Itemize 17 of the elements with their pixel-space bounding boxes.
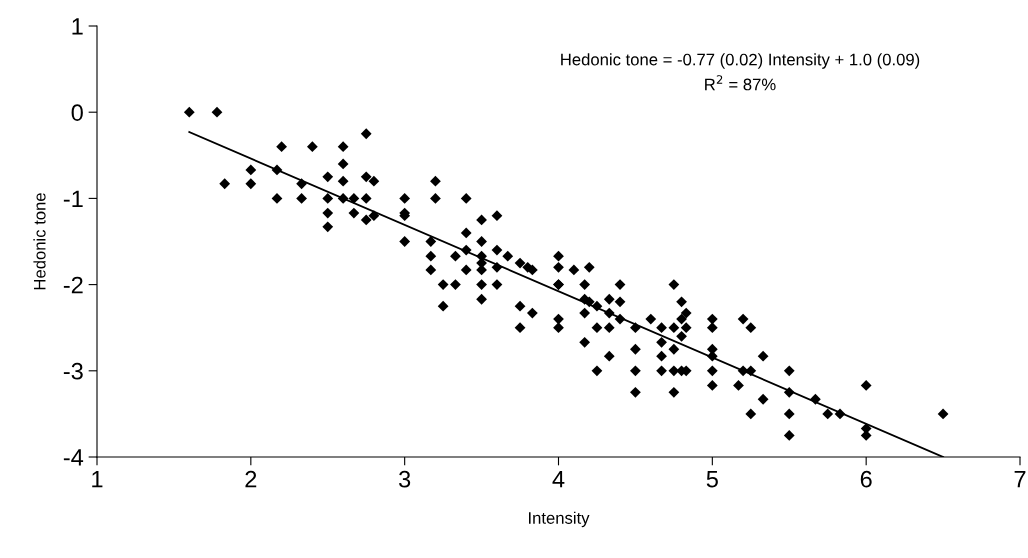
annotation: Hedonic tone = -0.77 (0.02) Intensity + 1.0 (0.09) — [561, 53, 920, 69]
y-tick-label: -2 — [63, 276, 83, 294]
x-axis-title: Intensity — [529, 511, 590, 528]
x-tick-label: 3 — [399, 470, 411, 488]
y-tick-label: 0 — [71, 104, 83, 121]
y-tick-label: -1 — [63, 190, 83, 207]
x-tick-label: 5 — [706, 471, 718, 488]
y-tick-label: -3 — [63, 362, 83, 380]
y-tick-label: -4 — [63, 449, 84, 466]
x-tick-label: 4 — [552, 471, 565, 488]
x-tick-label: 7 — [1014, 471, 1026, 488]
x-tick-label: 6 — [860, 470, 872, 488]
y-axis-title: Hedonic tone — [33, 193, 46, 290]
y-tick-label: 1 — [72, 18, 83, 35]
x-tick-label: 2 — [245, 470, 257, 488]
x-tick-label: 1 — [92, 471, 103, 488]
annotation: R$^{2}$ = 87% — [705, 75, 776, 91]
